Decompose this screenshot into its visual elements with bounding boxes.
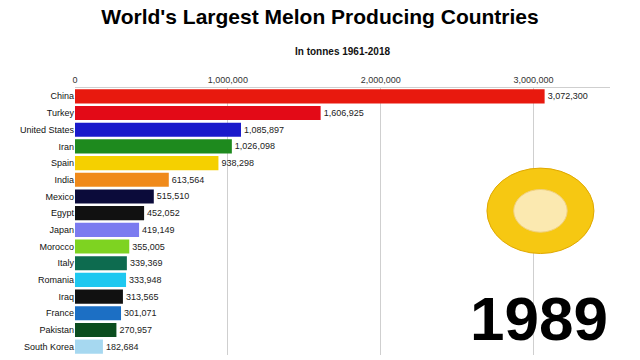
svg-text:301,071: 301,071 (124, 308, 157, 318)
svg-text:339,369: 339,369 (130, 258, 163, 268)
svg-text:452,052: 452,052 (147, 208, 180, 218)
svg-text:India: India (54, 175, 74, 185)
svg-text:Turkey: Turkey (47, 108, 75, 118)
svg-text:United States: United States (20, 125, 75, 135)
svg-text:1,000,000: 1,000,000 (208, 75, 248, 85)
svg-text:China: China (50, 91, 74, 101)
svg-text:Iraq: Iraq (58, 292, 74, 302)
svg-text:613,564: 613,564 (172, 175, 205, 185)
svg-text:Iran: Iran (58, 142, 74, 152)
svg-text:Spain: Spain (51, 158, 74, 168)
svg-text:France: France (46, 308, 74, 318)
svg-text:355,005: 355,005 (132, 242, 165, 252)
svg-text:In tonnes 1961-2018: In tonnes 1961-2018 (295, 46, 390, 57)
svg-text:Egypt: Egypt (51, 208, 75, 218)
svg-text:938,298: 938,298 (221, 158, 254, 168)
svg-text:Romania: Romania (38, 275, 74, 285)
svg-text:2,000,000: 2,000,000 (361, 75, 401, 85)
svg-text:313,565: 313,565 (126, 292, 159, 302)
svg-text:515,510: 515,510 (157, 191, 190, 201)
svg-text:Italy: Italy (57, 258, 74, 268)
svg-text:3,000,000: 3,000,000 (514, 75, 554, 85)
svg-text:Mexico: Mexico (45, 192, 74, 202)
svg-text:South Korea: South Korea (24, 342, 74, 352)
svg-text:1989: 1989 (470, 284, 608, 353)
svg-text:1,026,098: 1,026,098 (235, 141, 275, 151)
svg-text:1,085,897: 1,085,897 (244, 125, 284, 135)
svg-text:0: 0 (72, 75, 77, 85)
svg-text:270,957: 270,957 (119, 325, 152, 335)
svg-text:182,684: 182,684 (106, 342, 139, 352)
svg-text:3,072,300: 3,072,300 (548, 91, 588, 101)
svg-text:World's Largest Melon Producin: World's Largest Melon Producing Countrie… (101, 5, 538, 28)
svg-text:Japan: Japan (49, 225, 74, 235)
svg-text:419,149: 419,149 (142, 225, 175, 235)
svg-text:1,606,925: 1,606,925 (324, 108, 364, 118)
svg-text:Pakistan: Pakistan (39, 325, 74, 335)
svg-text:Morocco: Morocco (39, 242, 74, 252)
svg-text:333,948: 333,948 (129, 275, 162, 285)
